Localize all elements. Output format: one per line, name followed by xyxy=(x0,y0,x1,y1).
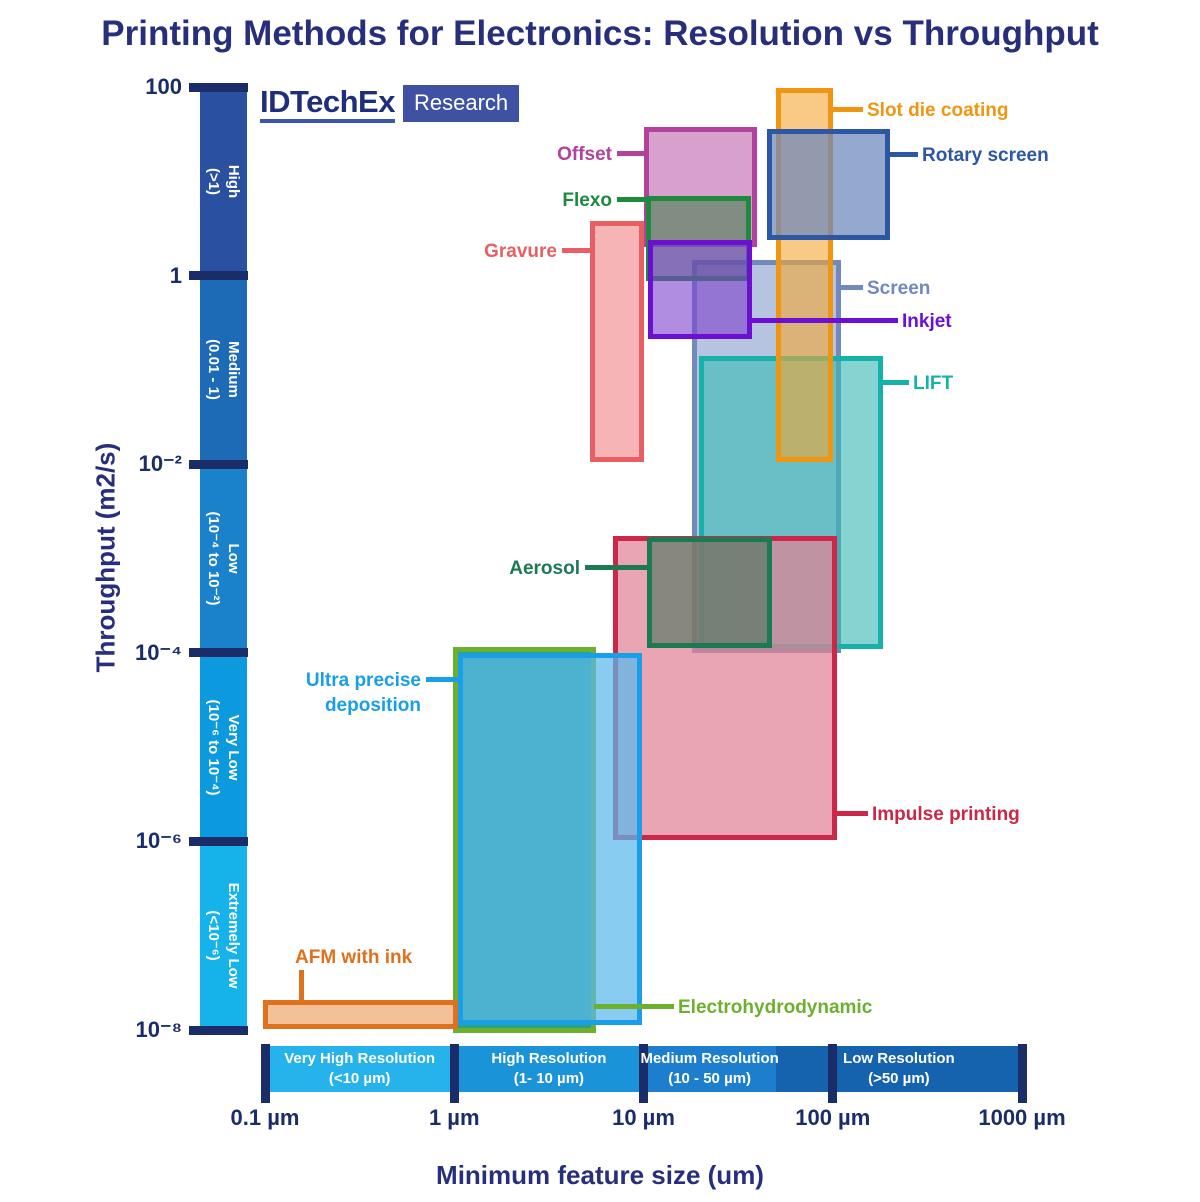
connector-aerosol xyxy=(585,565,649,570)
x-band-label-medium-resolution: Medium Resolution (10 - 50 µm) xyxy=(640,1050,779,1087)
x-band-label-low-resolution: Low Resolution (>50 µm) xyxy=(843,1050,955,1087)
x-tick-label-3: 100 µm xyxy=(795,1105,871,1130)
x-tick-label-0: 0.1 µm xyxy=(230,1105,300,1130)
x-axis-title: Minimum feature size (um) xyxy=(436,1160,764,1190)
label-impulse-printing: Impulse printing xyxy=(872,804,1020,825)
label-aerosol: Aerosol xyxy=(509,558,580,579)
y-tick-1 xyxy=(189,271,248,281)
x-tick-label-4: 1000 µm xyxy=(978,1105,1066,1130)
y-band-label-extremely-low: Extremely Low (<10⁻⁶) xyxy=(205,882,243,989)
x-band-label-very-high-resolution: Very High Resolution (<10 µm) xyxy=(284,1050,436,1087)
x-tick-1 xyxy=(449,1044,459,1103)
connector-gravure xyxy=(562,248,592,253)
connector-electrohydrodynamic xyxy=(593,1004,674,1009)
y-tick-label-1: 1 xyxy=(169,262,182,288)
x-tick-4 xyxy=(1017,1044,1027,1103)
x-band-medium-resolution xyxy=(643,1046,776,1092)
label-inkjet: Inkjet xyxy=(902,311,952,332)
box-gravure xyxy=(589,220,645,463)
logo-brand-text: IDTechEx xyxy=(260,85,395,123)
x-band-high-resolution xyxy=(454,1046,644,1092)
box-inkjet xyxy=(647,239,753,339)
page-title: Printing Methods for Electronics: Resolu… xyxy=(101,14,1099,53)
connector-flexo xyxy=(617,197,648,202)
logo-research-badge: Research xyxy=(402,85,520,122)
y-band-label-low: Low (10⁻⁴ to 10⁻²) xyxy=(205,511,243,606)
x-band-label-high-resolution: High Resolution (1- 10 µm) xyxy=(491,1050,607,1087)
y-tick-0 xyxy=(189,82,248,92)
label-electrohydrodynamic: Electrohydrodynamic xyxy=(678,997,873,1018)
y-band-high xyxy=(200,87,247,276)
y-band-label-medium: Medium (0.01 - 1) xyxy=(205,339,243,401)
y-band-label-very-low: Very Low (10⁻⁶ to 10⁻⁴) xyxy=(205,699,243,796)
y-tick-label-3: 10⁻⁴ xyxy=(135,639,182,665)
box-afm-with-ink xyxy=(263,999,459,1030)
y-band-medium xyxy=(200,275,247,465)
x-tick-label-2: 10 µm xyxy=(612,1105,675,1130)
y-tick-label-5: 10⁻⁸ xyxy=(135,1017,182,1042)
y-axis-title: Throughput (m2/s) xyxy=(90,442,121,673)
y-band-low xyxy=(200,464,247,653)
connector-screen xyxy=(838,285,863,290)
y-tick-3 xyxy=(189,648,248,658)
connector-offset xyxy=(617,151,646,156)
x-tick-3 xyxy=(828,1044,838,1103)
connector-impulse-printing xyxy=(834,811,868,816)
label-afm-with-ink: AFM with ink xyxy=(295,947,413,968)
y-tick-5 xyxy=(189,1025,248,1035)
x-tick-label-1: 1 µm xyxy=(428,1105,480,1130)
label-screen: Screen xyxy=(867,278,931,299)
x-tick-2 xyxy=(639,1044,648,1103)
connector-lift xyxy=(881,380,909,385)
label-lift: LIFT xyxy=(913,373,954,394)
y-tick-label-2: 10⁻² xyxy=(138,451,182,477)
label-slot-die-coating: Slot die coating xyxy=(867,100,1009,121)
connector-ultra-precise-deposition xyxy=(426,677,461,682)
box-ultra-precise-deposition xyxy=(458,652,642,1026)
box-rotary-screen xyxy=(767,128,890,240)
label-ultra-precise-deposition: Ultra precise deposition xyxy=(305,670,421,716)
label-offset: Offset xyxy=(557,144,612,165)
y-band-label-high: High (>1) xyxy=(205,164,243,198)
y-tick-label-4: 10⁻⁶ xyxy=(135,828,182,854)
y-tick-2 xyxy=(189,459,248,469)
label-rotary-screen: Rotary screen xyxy=(922,145,1049,166)
connector-afm-with-ink xyxy=(299,970,304,1002)
y-band-extremely-low xyxy=(200,841,247,1030)
x-band-very-high-resolution xyxy=(265,1046,455,1092)
x-band-low-resolution xyxy=(775,1046,1022,1092)
x-tick-0 xyxy=(260,1044,270,1103)
connector-slot-die-coating xyxy=(830,107,863,112)
y-band-very-low xyxy=(200,652,247,842)
connector-inkjet xyxy=(750,318,898,323)
idtechex-logo: IDTechEx Research xyxy=(260,85,520,123)
box-aerosol xyxy=(646,536,773,649)
y-tick-label-0: 100 xyxy=(145,74,182,99)
y-tick-4 xyxy=(189,836,248,846)
label-flexo: Flexo xyxy=(562,190,612,211)
label-gravure: Gravure xyxy=(484,241,557,262)
connector-rotary-screen xyxy=(887,152,918,157)
